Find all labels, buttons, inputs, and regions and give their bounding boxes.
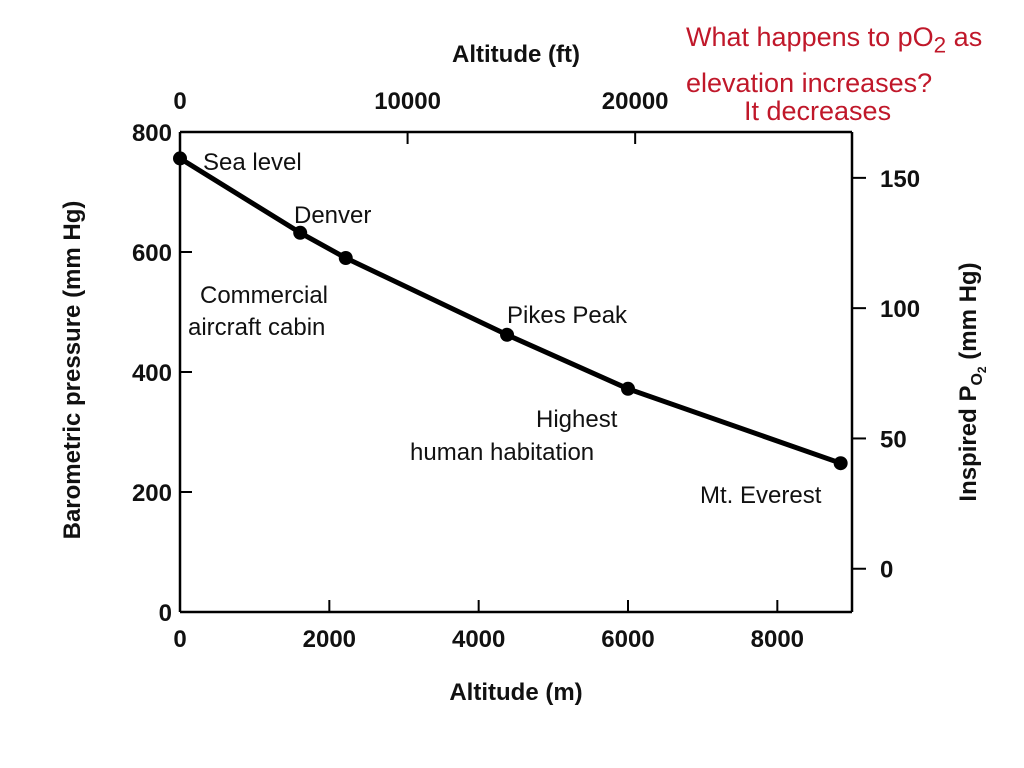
x2-axis-title: Altitude (ft): [452, 41, 580, 68]
y-tick-label-600: 600: [132, 240, 172, 267]
y2-tick-label-150: 150: [880, 166, 920, 193]
annot-sea-level: Sea level: [203, 149, 302, 176]
x-axis-title: Altitude (m): [449, 679, 582, 706]
annot-pikes-peak: Pikes Peak: [507, 302, 628, 329]
data-point-highest-human-habitation: [621, 381, 635, 396]
data-point-sea-level: [173, 151, 187, 166]
y2-title-sub: O: [969, 373, 986, 385]
y2-title-suffix: (mm Hg): [955, 262, 982, 366]
y-axis-title: Barometric pressure (mm Hg): [59, 201, 86, 540]
data-point-commercial-aircraft-cabin: [338, 251, 353, 265]
chart-labels: Altitude (m) Altitude (ft) Barometric pr…: [59, 41, 989, 706]
x2-tick-label-0: 0: [173, 88, 186, 115]
annot-cabin-line1: Commercial: [200, 282, 328, 309]
y-tick-label-800: 800: [132, 120, 172, 147]
chart-series: [173, 151, 848, 471]
x-tick-label-8000: 8000: [751, 626, 804, 653]
annot-habitation-line1: Highest: [536, 406, 618, 433]
annot-mt-everest: Mt. Everest: [700, 482, 822, 509]
y2-title-prefix: Inspired P: [955, 386, 982, 502]
data-point-pikes-peak: [500, 327, 515, 342]
data-point-denver: [293, 225, 308, 240]
y2-tick-label-0: 0: [880, 557, 893, 584]
annot-cabin-line2: aircraft cabin: [188, 314, 325, 341]
annot-habitation-line2: human habitation: [410, 439, 594, 466]
x2-tick-label-20000: 20000: [602, 88, 669, 115]
x-tick-label-6000: 6000: [601, 626, 654, 653]
annot-denver: Denver: [294, 202, 371, 229]
pressure-line: [178, 156, 842, 466]
question-line2: elevation increases?: [686, 68, 933, 99]
y-tick-label-200: 200: [132, 480, 172, 507]
chart-axes: [178, 130, 854, 614]
x-tick-label-0: 0: [173, 626, 186, 653]
y-tick-label-0: 0: [159, 600, 172, 627]
answer-text: It decreases: [744, 96, 892, 126]
y-tick-label-400: 400: [132, 360, 172, 387]
question-line1: What happens to pO2 as: [686, 22, 983, 58]
question-text: What happens to pO2 as elevation increas…: [686, 18, 1022, 102]
y2-axis-title: Inspired PO2 (mm Hg): [955, 262, 989, 501]
x2-tick-label-10000: 10000: [374, 88, 441, 115]
question-subscript: 2: [933, 32, 947, 58]
y2-title-subsub: 2: [975, 366, 989, 373]
x-tick-label-4000: 4000: [452, 626, 505, 653]
x-tick-label-2000: 2000: [303, 626, 356, 653]
data-point-mt-everest: [833, 456, 848, 471]
y2-tick-label-50: 50: [880, 426, 907, 453]
y2-tick-label-100: 100: [880, 296, 920, 323]
